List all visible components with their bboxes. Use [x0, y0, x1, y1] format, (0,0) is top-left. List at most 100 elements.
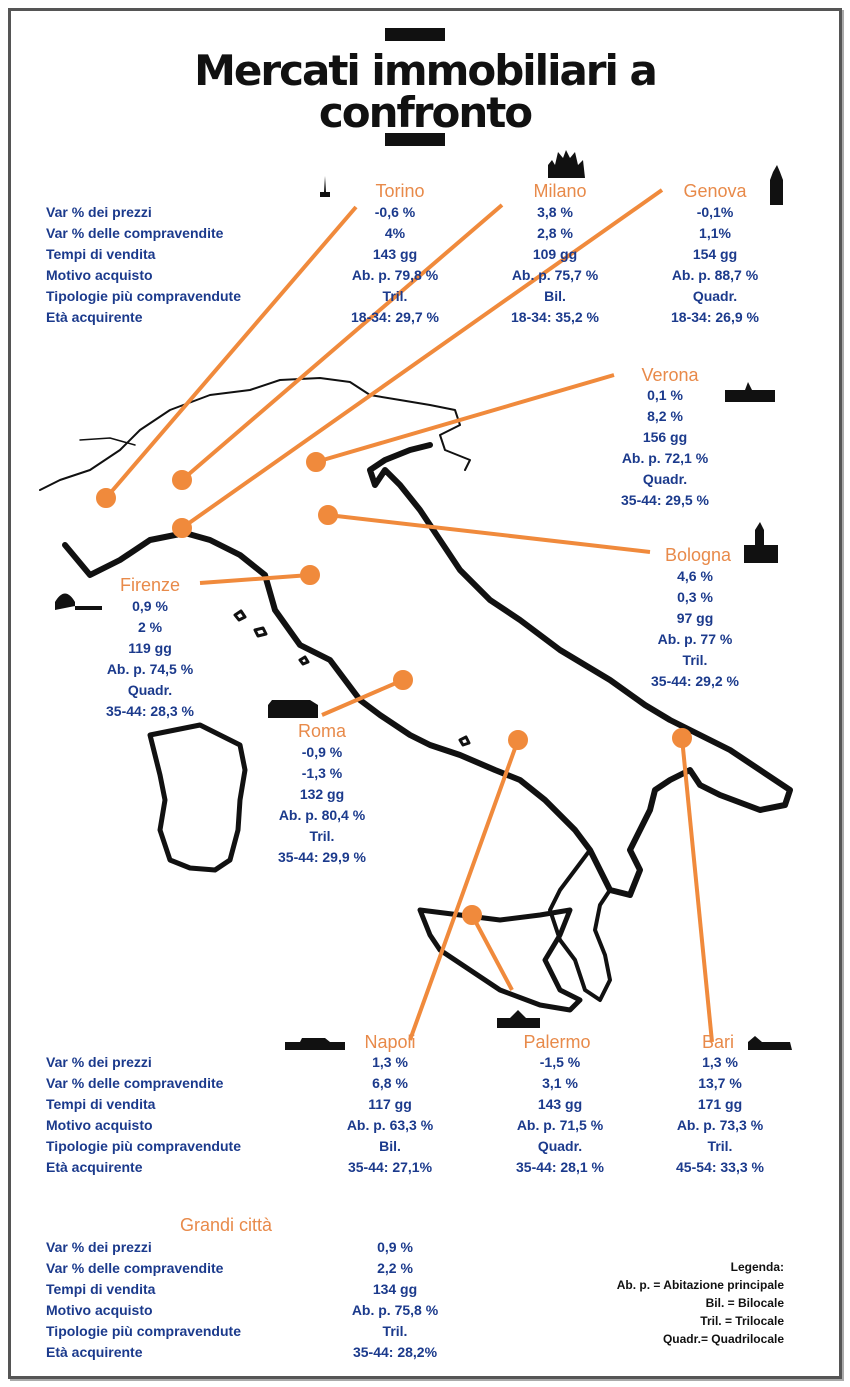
value: 8,2 % [647, 408, 683, 424]
value: 134 gg [372, 1281, 418, 1297]
value: 1,1% [699, 225, 731, 241]
label-motivo-acquisto: Motivo acquisto [46, 1302, 153, 1318]
value: -1,5 % [539, 1054, 581, 1070]
value: Tril. [682, 652, 708, 668]
city-name-genova: Genova [683, 181, 747, 201]
legend-item: Bil. = Bilocale [705, 1296, 784, 1310]
value: Tril. [309, 828, 335, 844]
palermo-teatro-icon [497, 1010, 540, 1028]
city-name-verona: Verona [641, 365, 699, 385]
legend-title: Legenda: [730, 1260, 784, 1274]
value: 35-44: 28,3 % [106, 703, 194, 719]
label-var-compravendite: Var % delle compravendite [46, 1260, 224, 1276]
city-name-bologna: Bologna [664, 545, 732, 565]
label-eta: Età acquirente [46, 1344, 143, 1360]
value: Tril. [382, 288, 408, 304]
value: 97 gg [676, 610, 714, 626]
torri-bologna-icon [744, 522, 778, 563]
value: 0,3 % [677, 589, 713, 605]
lanterna-genova-icon [770, 165, 783, 205]
value: 2 % [137, 619, 163, 635]
value: 3,1 % [542, 1075, 578, 1091]
value: 35-44: 29,2 % [651, 673, 739, 689]
value: 35-44: 29,5 % [621, 492, 709, 508]
bottom-labels: Var % dei prezzi Var % delle compravendi… [46, 1052, 241, 1178]
title-line-2: confronto [318, 88, 533, 137]
value: Tril. [382, 1323, 408, 1339]
italy-outline [39, 377, 793, 1013]
value: 35-44: 29,9 % [278, 849, 366, 865]
city-name-napoli: Napoli [364, 1032, 416, 1052]
value: 4,6 % [677, 568, 713, 584]
label-tempi-vendita: Tempi di vendita [46, 1096, 156, 1112]
value: 13,7 % [698, 1075, 742, 1091]
value: -0,6 % [374, 204, 416, 220]
arena-verona-icon [725, 382, 775, 402]
city-values-bari: 1,3 % 13,7 % 171 gg Ab. p. 73,3 % Tril. … [650, 1052, 790, 1178]
value: 143 gg [537, 1096, 583, 1112]
value: 1,3 % [372, 1054, 408, 1070]
city-values-milano: 3,8 % 2,8 % 109 gg Ab. p. 75,7 % Bil. 18… [480, 202, 630, 328]
label-eta: Età acquirente [46, 1159, 143, 1175]
label-tipologie: Tipologie più compravendute [46, 1138, 241, 1154]
duomo-firenze-icon [55, 593, 102, 610]
city-name-palermo: Palermo [523, 1032, 591, 1052]
value: Ab. p. 63,3 % [346, 1117, 434, 1133]
value: 45-54: 33,3 % [676, 1159, 764, 1175]
napoli-skyline-icon [285, 1038, 345, 1050]
section-title-grandi-citta: Grandi città [180, 1215, 273, 1235]
value: Ab. p. 77 % [657, 631, 733, 647]
value: 35-44: 28,2% [352, 1344, 438, 1360]
label-var-prezzi: Var % dei prezzi [46, 1239, 152, 1255]
value: -0,9 % [301, 744, 343, 760]
city-values-firenze: 0,9 % 2 % 119 gg Ab. p. 74,5 % Quadr. 35… [85, 596, 215, 722]
title-bar-bottom [385, 133, 445, 146]
legend-item: Quadr.= Quadrilocale [662, 1332, 784, 1346]
value: Quadr. [692, 288, 738, 304]
label-var-prezzi: Var % dei prezzi [46, 1054, 152, 1070]
label-eta: Età acquirente [46, 309, 143, 325]
value: Bil. [544, 288, 566, 304]
label-tempi-vendita: Tempi di vendita [46, 1281, 156, 1297]
title-bar-top [385, 28, 445, 41]
label-tipologie: Tipologie più compravendute [46, 288, 241, 304]
label-tempi-vendita: Tempi di vendita [46, 246, 156, 262]
label-var-compravendite: Var % delle compravendite [46, 1075, 224, 1091]
page-frame [8, 8, 842, 1379]
city-values-palermo: -1,5 % 3,1 % 143 gg Ab. p. 71,5 % Quadr.… [490, 1052, 630, 1178]
city-values-bologna: 4,6 % 0,3 % 97 gg Ab. p. 77 % Tril. 35-4… [630, 566, 760, 692]
value: 0,1 % [647, 387, 683, 403]
city-name-roma: Roma [297, 721, 346, 741]
value: Ab. p. 72,1 % [621, 450, 709, 466]
value: 2,2 % [377, 1260, 413, 1276]
grandi-labels: Var % dei prezzi Var % delle compravendi… [46, 1237, 241, 1363]
page-title: Mercati immobiliari a confronto [0, 50, 850, 134]
value: 1,3 % [702, 1054, 738, 1070]
value: Ab. p. 74,5 % [106, 661, 194, 677]
city-values-napoli: 1,3 % 6,8 % 117 gg Ab. p. 63,3 % Bil. 35… [320, 1052, 460, 1178]
value: 132 gg [299, 786, 345, 802]
label-var-prezzi: Var % dei prezzi [46, 204, 152, 220]
city-name-firenze: Firenze [119, 575, 181, 595]
value: 119 gg [128, 640, 172, 656]
label-var-compravendite: Var % delle compravendite [46, 225, 224, 241]
legend-item: Ab. p. = Abitazione principale [616, 1278, 784, 1292]
city-name-bari: Bari [701, 1032, 734, 1052]
value: 35-44: 27,1% [347, 1159, 433, 1175]
colosseo-icon [268, 700, 318, 718]
value: 4% [384, 225, 406, 241]
value: Tril. [707, 1138, 733, 1154]
city-values-grandi: 0,9 % 2,2 % 134 gg Ab. p. 75,8 % Tril. 3… [330, 1237, 460, 1363]
city-values-genova: -0,1% 1,1% 154 gg Ab. p. 88,7 % Quadr. 1… [640, 202, 790, 328]
value: Ab. p. 79,8 % [351, 267, 439, 283]
value: Ab. p. 88,7 % [671, 267, 759, 283]
value: Ab. p. 80,4 % [278, 807, 366, 823]
value: Ab. p. 75,7 % [511, 267, 599, 283]
value: Ab. p. 71,5 % [516, 1117, 604, 1133]
value: 0,9 % [377, 1239, 413, 1255]
label-motivo-acquisto: Motivo acquisto [46, 267, 153, 283]
value: Quadr. [642, 471, 688, 487]
value: Quadr. [127, 682, 173, 698]
mole-antonelliana-icon [318, 176, 330, 197]
